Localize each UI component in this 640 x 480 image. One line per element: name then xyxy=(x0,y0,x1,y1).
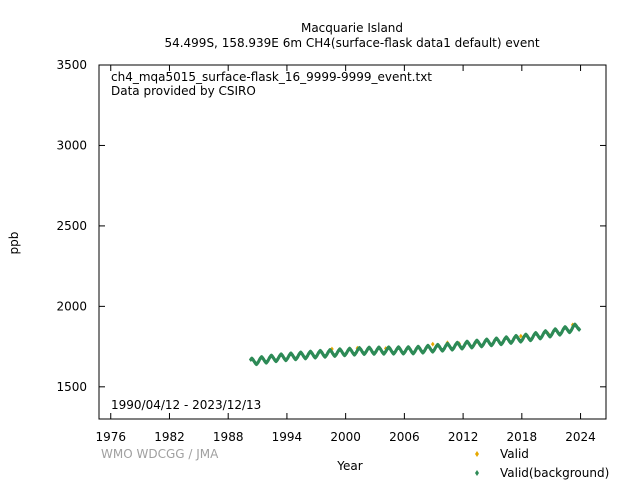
x-tick-label: 1988 xyxy=(213,430,244,444)
credit-label: WMO WDCGG / JMA xyxy=(101,447,219,461)
y-axis-label: ppb xyxy=(7,232,21,255)
x-tick-label: 1976 xyxy=(95,430,126,444)
plot-frame xyxy=(98,64,607,420)
legend-valid-marker xyxy=(475,451,479,457)
y-tick-label: 1500 xyxy=(56,380,87,394)
data-points xyxy=(248,322,582,367)
valid-point xyxy=(519,333,523,339)
legend-background-marker xyxy=(475,470,479,476)
provider-label: Data provided by CSIRO xyxy=(111,84,256,98)
valid-point xyxy=(330,346,334,352)
x-axis-label: Year xyxy=(336,459,362,473)
valid-point xyxy=(430,341,435,347)
background-point xyxy=(577,327,582,332)
y-tick-label: 2000 xyxy=(56,299,87,313)
y-tick-label: 3000 xyxy=(56,138,87,152)
legend: Valid Valid(background) xyxy=(475,447,609,480)
y-tick-label: 2500 xyxy=(56,219,87,233)
chart-subtitle: 54.499S, 158.939E 6m CH4(surface-flask d… xyxy=(164,36,539,50)
x-tick-label: 1982 xyxy=(154,430,185,444)
titles: Macquarie Island 54.499S, 158.939E 6m CH… xyxy=(164,21,539,50)
x-tick-label: 2012 xyxy=(448,430,479,444)
x-tick-label: 1994 xyxy=(272,430,303,444)
y-axis: 1500 2000 2500 3000 3500 xyxy=(56,58,606,394)
x-tick-label: 2006 xyxy=(389,430,420,444)
file-label: ch4_mqa5015_surface-flask_16_9999-9999_e… xyxy=(111,70,432,84)
y-tick-label: 3500 xyxy=(56,58,87,72)
x-axis: 1976 1982 1988 1994 2000 2006 2012 2018 2024 xyxy=(95,65,596,444)
x-tick-label: 2024 xyxy=(565,430,596,444)
chart-title: Macquarie Island xyxy=(301,21,403,35)
x-tick-label: 2000 xyxy=(330,430,361,444)
legend-background-label: Valid(background) xyxy=(500,466,609,480)
date-range-label: 1990/04/12 - 2023/12/13 xyxy=(111,398,261,412)
legend-valid-label: Valid xyxy=(500,447,529,461)
x-tick-label: 2018 xyxy=(507,430,538,444)
